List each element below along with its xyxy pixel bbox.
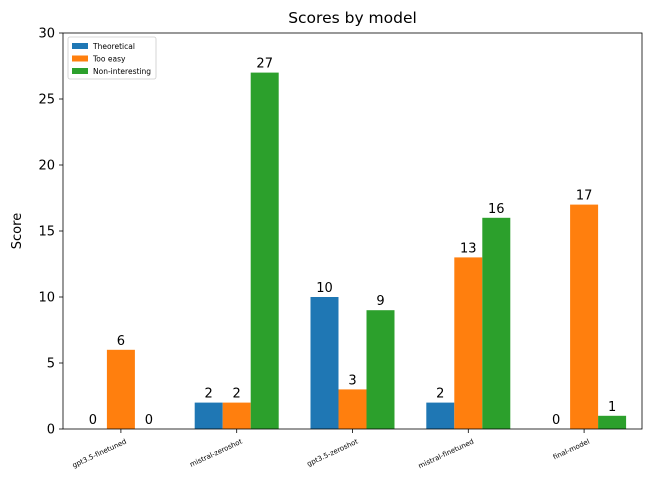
bar bbox=[250, 72, 279, 429]
x-tick-label: gpt3.5-zeroshot bbox=[306, 437, 360, 468]
bar-value-label: 13 bbox=[460, 241, 477, 256]
legend-frame bbox=[67, 36, 157, 80]
legend-entry: Non-interesting bbox=[93, 67, 151, 76]
bar bbox=[310, 297, 339, 429]
legend-swatch bbox=[72, 43, 88, 49]
bar bbox=[338, 389, 367, 429]
bar-value-label: 3 bbox=[348, 373, 356, 388]
bar bbox=[106, 349, 135, 429]
y-tick-label: 0 bbox=[47, 423, 55, 438]
y-axis-label: Score bbox=[10, 213, 25, 249]
bar bbox=[454, 257, 483, 429]
bar-value-label: 17 bbox=[576, 189, 593, 204]
axes-frame bbox=[62, 32, 643, 430]
bar bbox=[598, 415, 627, 429]
bar bbox=[426, 402, 455, 429]
y-tick-label: 20 bbox=[38, 159, 55, 174]
legend: Theoretical Too easy Non-interesting bbox=[67, 36, 157, 80]
y-tick-label: 25 bbox=[38, 93, 55, 108]
bar bbox=[482, 217, 511, 429]
x-tick-label: final-model bbox=[552, 438, 591, 462]
y-tick-label: 30 bbox=[38, 27, 55, 42]
x-tick-label: gpt3.5-finetuned bbox=[71, 438, 128, 470]
legend-swatch bbox=[72, 55, 88, 62]
plot-area: 02102062313170279161051015202530gpt3.5-f… bbox=[38, 27, 643, 471]
y-tick-label: 15 bbox=[38, 225, 55, 240]
bar-value-label: 2 bbox=[205, 387, 213, 402]
bar bbox=[366, 310, 395, 429]
bar-value-label: 27 bbox=[256, 57, 273, 72]
bar-value-label: 0 bbox=[552, 413, 560, 428]
x-tick-label: mistral-finetuned bbox=[417, 438, 475, 471]
chart-title: Scores by model bbox=[288, 9, 417, 27]
legend-swatch bbox=[72, 68, 88, 74]
bar-value-label: 2 bbox=[436, 387, 444, 402]
y-tick-label: 10 bbox=[38, 291, 55, 306]
bar-value-label: 9 bbox=[376, 294, 384, 309]
bar-value-label: 6 bbox=[117, 334, 125, 349]
bar-value-label: 2 bbox=[233, 387, 241, 402]
bar-value-label: 10 bbox=[316, 281, 333, 296]
bar-value-label: 0 bbox=[145, 413, 153, 428]
bar bbox=[222, 402, 251, 429]
legend-entry: Theoretical bbox=[92, 42, 135, 51]
legend-entry: Too easy bbox=[92, 55, 126, 64]
bar bbox=[194, 402, 223, 429]
bar-value-label: 1 bbox=[608, 400, 616, 415]
y-tick-label: 5 bbox=[47, 357, 55, 372]
x-tick-label: mistral-zeroshot bbox=[189, 437, 244, 468]
bar-value-label: 16 bbox=[488, 202, 505, 217]
bar-value-label: 0 bbox=[89, 413, 97, 428]
bar bbox=[570, 204, 599, 429]
